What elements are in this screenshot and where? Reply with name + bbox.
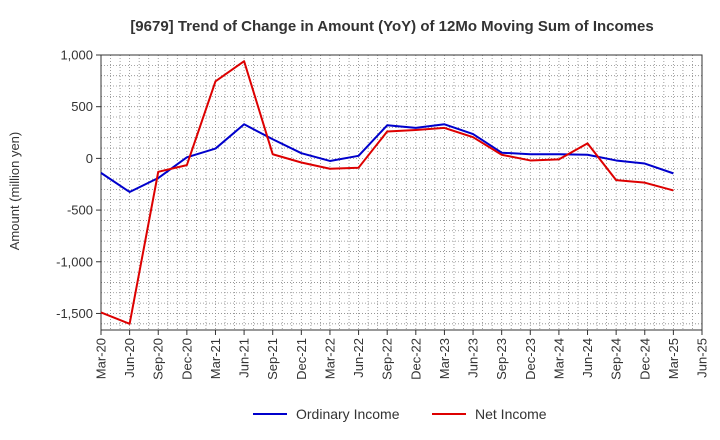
legend: Ordinary Income Net Income — [253, 406, 547, 422]
x-tick-label: Dec-23 — [523, 338, 538, 380]
x-tick-label: Jun-20 — [122, 338, 137, 378]
x-tick-label: Sep-24 — [609, 338, 624, 380]
x-tick-label: Sep-21 — [265, 338, 280, 380]
x-tick-label: Dec-20 — [179, 338, 194, 380]
series-line-net-income — [100, 60, 674, 325]
legend-label: Ordinary Income — [296, 406, 400, 422]
y-tick-label: -1,000 — [56, 254, 93, 269]
x-tick-label: Mar-23 — [437, 338, 452, 379]
plot-frame — [100, 54, 703, 331]
y-axis-label: Amount (million yen) — [7, 132, 22, 251]
x-tick-label: Mar-21 — [208, 338, 223, 379]
x-tick-label: Jun-22 — [351, 338, 366, 378]
y-tick-label: 1,000 — [60, 48, 93, 63]
series-layer — [100, 60, 674, 325]
grid — [100, 54, 703, 330]
x-tick-label: Dec-21 — [294, 338, 309, 380]
chart-title: [9679] Trend of Change in Amount (YoY) o… — [130, 18, 653, 35]
x-tick-label: Mar-22 — [322, 338, 337, 379]
x-tick-label: Jun-24 — [580, 338, 595, 378]
x-tick-label: Mar-25 — [666, 338, 681, 379]
y-tick-label: 0 — [86, 151, 93, 166]
y-tick-label: -1,500 — [56, 306, 93, 321]
x-tick-label: Mar-24 — [551, 338, 566, 379]
x-tick-label: Dec-22 — [408, 338, 423, 380]
x-tick-label: Jun-25 — [695, 338, 710, 378]
x-tick-label: Sep-23 — [494, 338, 509, 380]
y-tick-label: -500 — [67, 203, 93, 218]
legend-label: Net Income — [475, 406, 547, 422]
y-axis-ticks: 1,000 500 0 -500 -1,000 -1,500 — [56, 48, 101, 321]
x-tick-label: Mar-20 — [94, 338, 109, 379]
x-tick-label: Sep-22 — [380, 338, 395, 380]
x-tick-label: Sep-20 — [151, 338, 166, 380]
x-tick-label: Jun-21 — [237, 338, 252, 378]
y-tick-label: 500 — [71, 99, 93, 114]
x-axis-ticks: Mar-20 Jun-20 Sep-20 Dec-20 Mar-21 Jun-21 Sep-… — [94, 330, 710, 380]
x-tick-label: Jun-23 — [466, 338, 481, 378]
x-tick-label: Dec-24 — [637, 338, 652, 380]
series-line-ordinary-income — [100, 123, 674, 193]
